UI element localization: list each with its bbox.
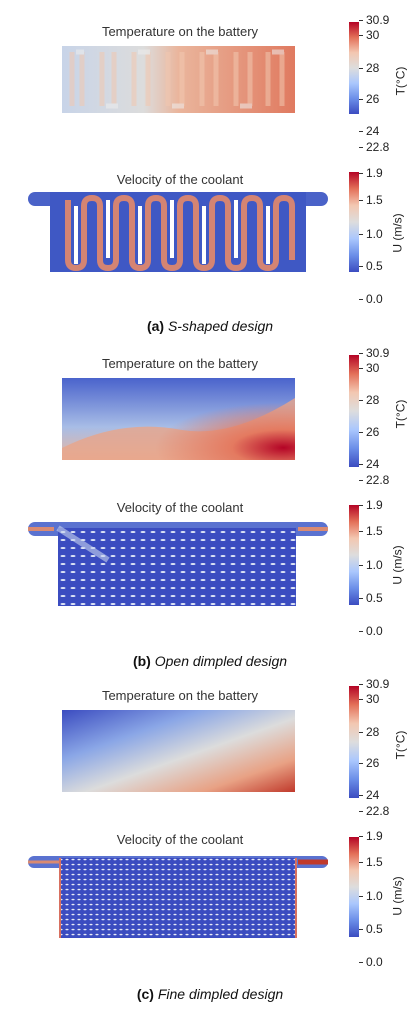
- caption-tag-c: (c): [136, 986, 154, 1002]
- vel-tick: 1.5: [366, 855, 383, 869]
- vel-tick: 1.0: [366, 889, 383, 903]
- temp-tick: 28: [366, 725, 380, 739]
- vel-title-c: Velocity of the coolant: [116, 832, 244, 847]
- caption-tag-b: (b): [132, 653, 151, 669]
- caption-tag-a: (a): [146, 318, 165, 334]
- vel-tick: 1.5: [366, 193, 383, 207]
- colorbar-tick-mark: [359, 368, 363, 369]
- colorbar-tick-mark: [359, 99, 363, 100]
- temp-tick: 28: [366, 61, 380, 75]
- colorbar-tick-mark: [359, 732, 363, 733]
- temp-colorbar-c: [349, 686, 359, 798]
- temp-title-a: Temperature on the battery: [101, 24, 259, 39]
- vel-map-c: [28, 856, 328, 938]
- caption-text-c: Fine dimpled design: [157, 986, 284, 1002]
- colorbar-tick-mark: [359, 400, 363, 401]
- temp-tick: 26: [366, 425, 380, 439]
- colorbar-tick-mark: [359, 131, 363, 132]
- colorbar-tick-mark: [359, 929, 363, 930]
- colorbar-tick-mark: [359, 234, 363, 235]
- temp-title-b: Temperature on the battery: [101, 356, 259, 371]
- vel-tick: 0.5: [366, 259, 383, 273]
- vel-tick: 0.5: [366, 591, 383, 605]
- temp-tick: 26: [366, 756, 380, 770]
- colorbar-tick-mark: [359, 763, 363, 764]
- temp-tick: 22.8: [366, 473, 390, 487]
- temp-map-b: [62, 378, 295, 460]
- colorbar-tick-mark: [359, 266, 363, 267]
- vel-axis-label-c: U (m/s): [390, 876, 405, 916]
- vel-tick: 1.0: [366, 227, 383, 241]
- vel-axis-label-a: U (m/s): [390, 213, 405, 253]
- colorbar-tick-mark: [359, 962, 363, 963]
- vel-tick: 0.0: [366, 955, 383, 969]
- colorbar-tick-mark: [359, 20, 363, 21]
- temp-axis-label-a: T(°C): [393, 66, 408, 96]
- vel-tick: 0.0: [366, 624, 383, 638]
- temp-tick: 30: [366, 28, 380, 42]
- colorbar-tick-mark: [359, 464, 363, 465]
- temp-tick: 24: [366, 124, 380, 138]
- temp-tick: 30: [366, 361, 380, 375]
- vel-tick: 1.9: [366, 498, 383, 512]
- vel-colorbar-b: [349, 505, 359, 605]
- colorbar-tick-mark: [359, 147, 363, 148]
- colorbar-tick-mark: [359, 598, 363, 599]
- colorbar-tick-mark: [359, 565, 363, 566]
- vel-tick: 1.9: [366, 829, 383, 843]
- colorbar-tick-mark: [359, 173, 363, 174]
- vel-title-b: Velocity of the coolant: [116, 500, 244, 515]
- colorbar-tick-mark: [359, 35, 363, 36]
- colorbar-tick-mark: [359, 836, 363, 837]
- caption-text-b: Open dimpled design: [154, 653, 288, 669]
- colorbar-tick-mark: [359, 795, 363, 796]
- temp-tick: 30.9: [366, 677, 390, 691]
- vel-tick: 0.5: [366, 922, 383, 936]
- temp-tick: 30.9: [366, 13, 390, 27]
- caption-c: (c) Fine dimpled design: [0, 986, 420, 1002]
- vel-axis-label-b: U (m/s): [390, 545, 405, 585]
- vel-colorbar-a: [349, 172, 359, 272]
- temp-tick: 22.8: [366, 804, 390, 818]
- colorbar-tick-mark: [359, 200, 363, 201]
- colorbar-tick-mark: [359, 432, 363, 433]
- colorbar-tick-mark: [359, 631, 363, 632]
- colorbar-tick-mark: [359, 68, 363, 69]
- temp-title-c: Temperature on the battery: [101, 688, 259, 703]
- vel-tick: 1.5: [366, 524, 383, 538]
- temp-tick: 30.9: [366, 346, 390, 360]
- caption-text-a: S-shaped design: [167, 318, 274, 334]
- colorbar-tick-mark: [359, 531, 363, 532]
- vel-colorbar-c: [349, 837, 359, 937]
- temp-axis-label-c: T(°C): [393, 730, 408, 760]
- temp-colorbar-a: [349, 22, 359, 114]
- vel-map-b: [28, 522, 328, 606]
- colorbar-tick-mark: [359, 684, 363, 685]
- colorbar-tick-mark: [359, 896, 363, 897]
- temp-tick: 24: [366, 457, 380, 471]
- temp-axis-label-b: T(°C): [393, 399, 408, 429]
- colorbar-tick-mark: [359, 862, 363, 863]
- vel-title-a: Velocity of the coolant: [116, 172, 244, 187]
- colorbar-tick-mark: [359, 699, 363, 700]
- temp-tick: 30: [366, 692, 380, 706]
- colorbar-tick-mark: [359, 353, 363, 354]
- vel-map-a: [28, 192, 328, 272]
- temp-tick: 22.8: [366, 140, 390, 154]
- temp-map-c: [62, 710, 295, 792]
- temp-tick: 24: [366, 788, 380, 802]
- caption-b: (b) Open dimpled design: [0, 653, 420, 669]
- colorbar-tick-mark: [359, 480, 363, 481]
- temp-tick: 26: [366, 92, 380, 106]
- colorbar-tick-mark: [359, 505, 363, 506]
- colorbar-tick-mark: [359, 299, 363, 300]
- vel-tick: 1.9: [366, 166, 383, 180]
- temp-colorbar-b: [349, 355, 359, 467]
- colorbar-tick-mark: [359, 811, 363, 812]
- temp-tick: 28: [366, 393, 380, 407]
- vel-tick: 1.0: [366, 558, 383, 572]
- vel-tick: 0.0: [366, 292, 383, 306]
- caption-a: (a) S-shaped design: [0, 318, 420, 334]
- temp-map-a: [62, 46, 295, 113]
